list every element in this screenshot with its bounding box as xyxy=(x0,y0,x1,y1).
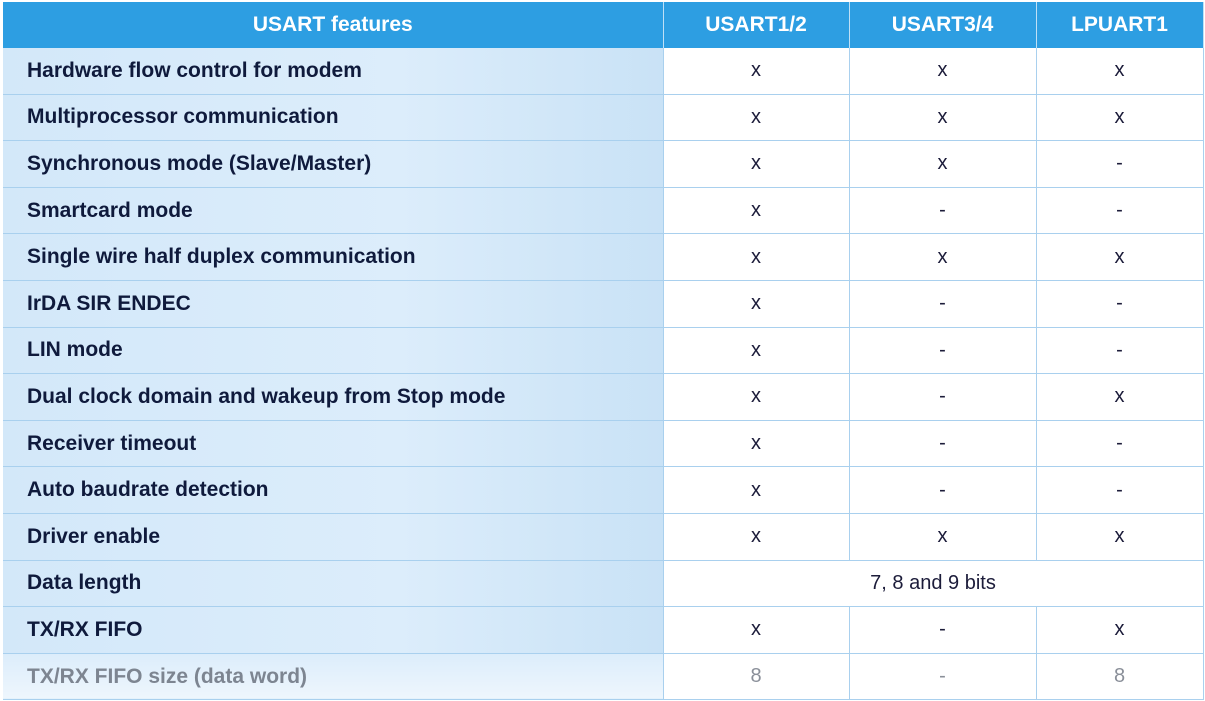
value-cell: x xyxy=(663,94,850,142)
value-cell: x xyxy=(663,606,850,654)
feature-name: Hardware flow control for modem xyxy=(3,48,664,95)
value-cell: - xyxy=(849,327,1037,375)
value-cell: - xyxy=(1036,466,1204,514)
table-row: Single wire half duplex communication x x x xyxy=(3,233,1204,281)
feature-name: Driver enable xyxy=(3,513,664,561)
table-row: Multiprocessor communication x x x xyxy=(3,94,1204,142)
value-cell: - xyxy=(849,606,1037,654)
column-header: LPUART1 xyxy=(1036,2,1204,48)
value-cell: - xyxy=(1036,140,1204,188)
value-cell: x xyxy=(849,48,1037,95)
table-row: Synchronous mode (Slave/Master) x x - xyxy=(3,140,1204,188)
value-cell: x xyxy=(663,373,850,421)
value-cell: x xyxy=(663,466,850,514)
header-row: USART features USART1/2 USART3/4 LPUART1 xyxy=(3,2,1204,48)
value-cell: - xyxy=(1036,327,1204,375)
feature-name: Single wire half duplex communication xyxy=(3,233,664,281)
value-cell: 8 xyxy=(1036,653,1204,701)
value-cell: x xyxy=(663,187,850,235)
table-row: TX/RX FIFO x - x xyxy=(3,606,1204,654)
value-cell: x xyxy=(663,233,850,281)
value-cell: x xyxy=(663,140,850,188)
feature-name: TX/RX FIFO size (data word) xyxy=(3,653,664,701)
table-row: Data length 7, 8 and 9 bits xyxy=(3,560,1204,608)
table-row: IrDA SIR ENDEC x - - xyxy=(3,280,1204,328)
value-cell: 8 xyxy=(663,653,850,701)
feature-name: Receiver timeout xyxy=(3,420,664,468)
value-cell: x xyxy=(663,280,850,328)
value-cell: - xyxy=(849,653,1037,701)
value-cell: x xyxy=(663,48,850,95)
table-row: Driver enable x x x xyxy=(3,513,1204,561)
value-cell: x xyxy=(1036,48,1204,95)
table-row: Dual clock domain and wakeup from Stop m… xyxy=(3,373,1204,421)
value-cell: x xyxy=(849,233,1037,281)
feature-name: Multiprocessor communication xyxy=(3,94,664,142)
table-row: LIN mode x - - xyxy=(3,327,1204,375)
feature-name: TX/RX FIFO xyxy=(3,606,664,654)
feature-name: Data length xyxy=(3,560,664,608)
value-cell: - xyxy=(849,280,1037,328)
value-cell: - xyxy=(1036,420,1204,468)
table-row: Hardware flow control for modem x x x xyxy=(3,48,1204,95)
value-cell: x xyxy=(663,327,850,375)
feature-name: IrDA SIR ENDEC xyxy=(3,280,664,328)
feature-name: Dual clock domain and wakeup from Stop m… xyxy=(3,373,664,421)
column-header: USART1/2 xyxy=(663,2,850,48)
usart-features-table: USART features USART1/2 USART3/4 LPUART1 Ha… xyxy=(3,2,1204,701)
value-cell: - xyxy=(1036,280,1204,328)
feature-name: Auto baudrate detection xyxy=(3,466,664,514)
value-cell: x xyxy=(1036,373,1204,421)
value-cell: x xyxy=(663,420,850,468)
value-cell: x xyxy=(849,513,1037,561)
table-row: TX/RX FIFO size (data word) 8-8 xyxy=(3,653,1204,701)
merged-value-cell: 7, 8 and 9 bits xyxy=(663,560,1204,608)
value-cell: x xyxy=(849,94,1037,142)
value-cell: x xyxy=(849,140,1037,188)
value-cell: - xyxy=(1036,187,1204,235)
feature-name: Synchronous mode (Slave/Master) xyxy=(3,140,664,188)
table-row: Receiver timeout x - - xyxy=(3,420,1204,468)
value-cell: - xyxy=(849,466,1037,514)
value-cell: x xyxy=(1036,606,1204,654)
feature-name: Smartcard mode xyxy=(3,187,664,235)
table-row: Smartcard mode x - - xyxy=(3,187,1204,235)
value-cell: x xyxy=(1036,233,1204,281)
value-cell: x xyxy=(1036,513,1204,561)
column-header: USART features xyxy=(3,2,664,48)
value-cell: - xyxy=(849,187,1037,235)
value-cell: x xyxy=(663,513,850,561)
value-cell: - xyxy=(849,420,1037,468)
table-row: Auto baudrate detection x - - xyxy=(3,466,1204,514)
value-cell: x xyxy=(1036,94,1204,142)
value-cell: - xyxy=(849,373,1037,421)
feature-name: LIN mode xyxy=(3,327,664,375)
column-header: USART3/4 xyxy=(849,2,1037,48)
